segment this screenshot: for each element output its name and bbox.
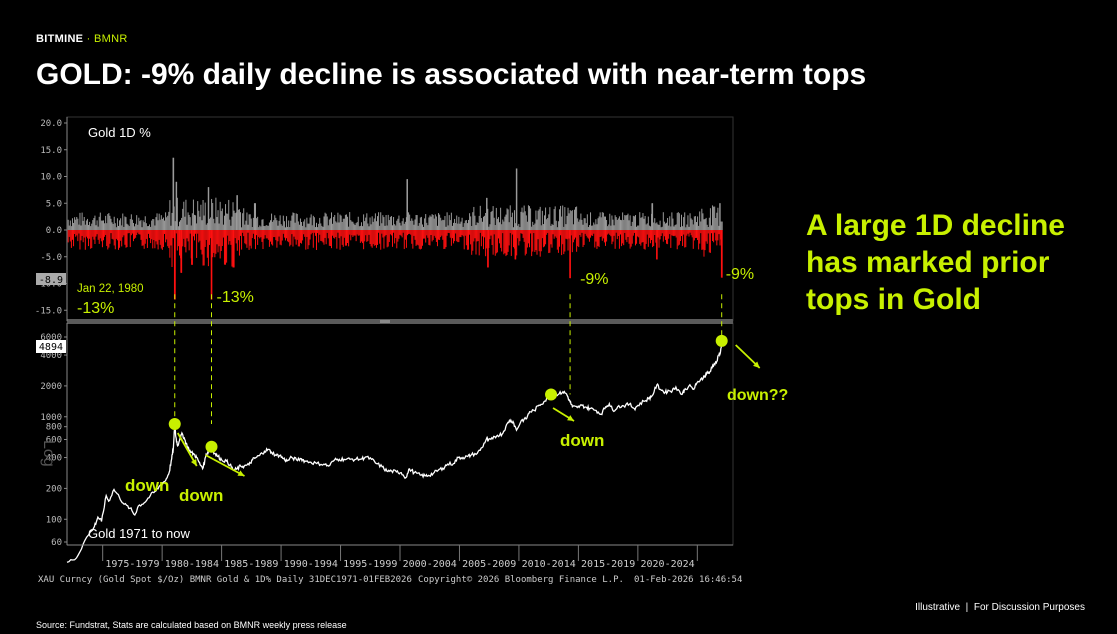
info-right: 01-Feb-2026 16:46:54 (634, 575, 742, 585)
y-tick-label: 15.0 (40, 146, 62, 156)
footer-note: Illustrative | For Discussion Purposes (915, 602, 1085, 613)
x-tick-label: 1980-1984 (165, 559, 219, 570)
x-tick-label: 1975-1979 (105, 559, 159, 570)
y-tick-label: 6000 (40, 333, 62, 343)
x-tick-label: 2020-2024 (640, 559, 694, 570)
brand-separator: · (83, 33, 95, 45)
y-tick-label: 20.0 (40, 119, 62, 129)
y-tick-label: 200 (46, 484, 62, 494)
illustrative-label: Illustrative (915, 602, 961, 613)
top-panel-title: Gold 1D % (88, 125, 151, 140)
last-value-label: -8.9 (39, 275, 63, 286)
info-left: XAU Curncy (Gold Spot $/Oz) BMNR Gold & … (38, 575, 412, 585)
y-tick-label: -15.0 (35, 306, 62, 316)
x-tick-label: 2000-2004 (403, 559, 457, 570)
annotation-decline: -13% (77, 300, 114, 317)
y-tick-label: 10.0 (40, 173, 62, 183)
arrow-head (190, 459, 197, 466)
info-middle: Copyright© 2026 Bloomberg Finance L.P. (418, 575, 624, 585)
price-value-label: 4894 (39, 342, 63, 353)
y-tick-label: 600 (46, 436, 62, 446)
peak-marker (715, 334, 728, 347)
price-value-box (36, 340, 66, 353)
bottom-panel-title: Gold 1971 to now (88, 526, 191, 541)
y-tick-label: 5.0 (46, 199, 62, 209)
annotation-decline: -13% (216, 289, 253, 306)
annotation-decline: -9% (580, 271, 608, 288)
x-tick-label: 2010-2014 (522, 559, 576, 570)
y-tick-label: 400 (46, 454, 62, 464)
y-tick-label: 0.0 (46, 226, 62, 236)
panel-divider (67, 319, 733, 324)
trend-arrow (176, 432, 198, 467)
source-note: Source: Fundstrat, Stats are calculated … (36, 620, 347, 630)
last-value-box (36, 273, 66, 285)
arrow-head (753, 361, 760, 368)
annotation-down: down (560, 431, 604, 450)
annotation-down: down (179, 486, 223, 505)
y-tick-label: 60 (51, 538, 62, 548)
annotation-down: down?? (727, 387, 788, 404)
brand: BITMINE · BMNR (36, 33, 128, 45)
x-tick-label: 1985-1989 (224, 559, 278, 570)
y-tick-label: -5.0 (40, 253, 62, 263)
annotation-down: down (125, 476, 169, 495)
brand-name: BITMINE (36, 33, 84, 45)
x-tick-label: 2005-2009 (462, 559, 516, 570)
x-tick-label: 1990-1994 (284, 559, 338, 570)
arrow-head (567, 415, 575, 421)
x-tick-label: 2015-2019 (581, 559, 635, 570)
peak-marker (168, 417, 181, 430)
y-tick-label: 800 (46, 423, 62, 433)
callout-text: A large 1D decline has marked prior tops… (806, 209, 1065, 316)
arrow-head (237, 470, 245, 476)
x-tick-label: 1995-1999 (343, 559, 397, 570)
divider-handle (380, 320, 390, 323)
peak-marker (205, 440, 218, 453)
footer-divider: | (965, 602, 969, 613)
y-tick-label: 4000 (40, 351, 62, 361)
brand-ticker: BMNR (94, 33, 128, 45)
bottom-panel-frame (66, 322, 734, 546)
log-axis-label: Log (40, 440, 57, 467)
annotation-decline: -9% (726, 266, 754, 283)
page-title: GOLD: -9% daily decline is associated wi… (36, 58, 867, 91)
discussion-label: For Discussion Purposes (973, 602, 1085, 613)
annotation-date: Jan 22, 1980 (77, 283, 144, 295)
trend-arrow (205, 454, 245, 477)
y-tick-label: 100 (46, 515, 62, 525)
peak-marker (545, 388, 558, 401)
top-panel-frame (66, 116, 734, 322)
y-tick-label: 2000 (40, 382, 62, 392)
y-tick-label: 1000 (40, 413, 62, 423)
series-line-xau (66, 341, 723, 563)
